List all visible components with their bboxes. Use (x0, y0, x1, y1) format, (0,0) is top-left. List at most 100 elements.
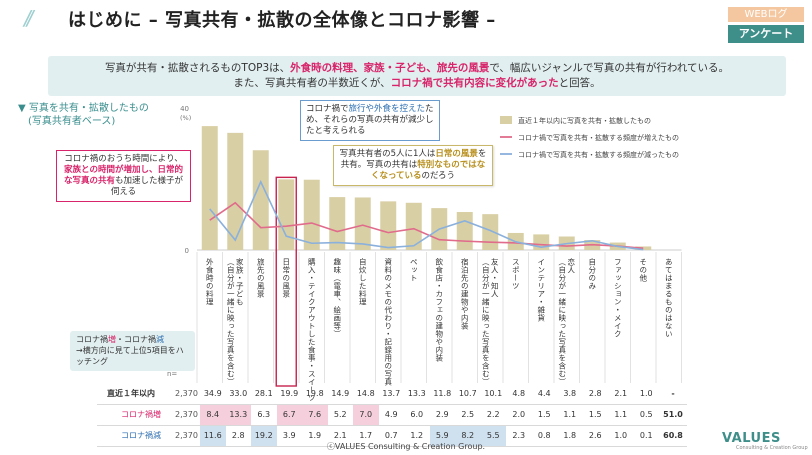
bar (329, 197, 346, 250)
category-label: 家族・子ども (235, 257, 244, 306)
note-highlight: 増 (108, 335, 116, 344)
table-cell: 13.3 (404, 383, 430, 405)
table-cell: 1.1 (557, 404, 583, 426)
table-cell: 4.4 (531, 383, 557, 405)
row-label: コロナ禍増 (97, 404, 173, 426)
table-cell: 6.7 (276, 404, 302, 426)
callout-highlight: 旅行や外食を控えた (348, 104, 426, 114)
chart-section-sub: (写真共有者ベース) (28, 116, 116, 127)
callout-left: コロナ禍のおうち時間により、家族との時間が増加し、日常的な写真の共有も加速した様… (56, 150, 191, 202)
category-label: 自分のみ (588, 257, 597, 290)
row-label: コロナ禍減 (97, 425, 173, 447)
callout-text: ため、それらの写真の共有が減少したと考えられる (306, 104, 434, 136)
category-label: 宿泊先の建物や内装 (460, 257, 469, 331)
table-cell: 5.5 (480, 425, 506, 447)
table-cell: 7.6 (302, 404, 328, 426)
table-cell: 13.3 (225, 404, 251, 426)
table-cell: 14.9 (327, 383, 353, 405)
hatching-note: コロナ禍増・コロナ禍減 →横方向に見て上位5項目をハッチング (70, 331, 195, 371)
bar (380, 201, 397, 250)
callout-text: 写真共有者の5人に1人は (339, 149, 436, 159)
table-cell: 0.5 (633, 404, 659, 426)
row-n: 2,370 (173, 404, 200, 426)
bar (303, 179, 320, 250)
summary-text: で、幅広いジャンルで写真の共有が行われている。 (489, 62, 730, 74)
summary-line-1: 写真が共有・拡散されるものTOP3は、外食時の料理、家族・子ども、旅先の風景で、… (48, 61, 786, 76)
table-cell: 2.0 (506, 404, 532, 426)
table-cell: 0.8 (531, 425, 557, 447)
callout-text: コロナ禍で (306, 104, 349, 114)
legend-label: コロナ禍で写真を共有・拡散する頻度が減ったもの (518, 150, 679, 159)
category-label: 資料のメモの代わり・記録用の写真 (384, 257, 393, 387)
table-cell: 2.6 (582, 425, 608, 447)
table-cell: 6.0 (404, 404, 430, 426)
copyright-footer: ⓒVALUES Consulting & Creation Group. (326, 442, 486, 451)
note-text: →横方向に見て上位5項目をハッチング (76, 346, 184, 366)
bar (252, 150, 269, 250)
table-cell: 10.7 (455, 383, 481, 405)
row-n: 2,370 (173, 383, 200, 405)
table-row: コロナ禍減 2,370 11.6 2.8 19.2 3.9 1.9 2.1 1.7 0.7 1.2 5… (97, 425, 687, 447)
table-cell: 28.1 (251, 383, 277, 405)
bar (278, 179, 295, 250)
bar (482, 214, 499, 250)
table-cell: 19.2 (251, 425, 277, 447)
callout-text: コロナ禍のおうち時間により、 (64, 154, 183, 164)
bar (456, 212, 473, 250)
table-cell: 3.8 (557, 383, 583, 405)
category-label: 日常の風景 (282, 258, 291, 298)
table-cell: 4.9 (378, 404, 404, 426)
table-cell: 2.1 (327, 425, 353, 447)
category-label: 外食時の料理 (205, 257, 214, 306)
table-cell: 1.7 (353, 425, 379, 447)
category-label: 友人・知人 (490, 257, 499, 298)
table-cell: 0.7 (378, 425, 404, 447)
table-cell: 34.9 (200, 383, 226, 405)
summary-highlight: 外食時の料理、家族・子ども、旅先の風景 (290, 62, 490, 74)
callout-highlight: 特別なものではなくなっている (370, 160, 486, 181)
callout-text: のだろう (421, 171, 456, 181)
table-cell: 0.1 (633, 425, 659, 447)
table-cell: 1.5 (582, 404, 608, 426)
table-cell: 1.9 (302, 425, 328, 447)
table-cell: 2.8 (582, 383, 608, 405)
summary-text: と回答。 (558, 77, 601, 89)
table-cell: 11.8 (429, 383, 455, 405)
table-row: コロナ禍増 2,370 8.4 13.3 6.3 6.7 7.6 5.2 7.0 4.9 6.0 2.… (97, 404, 687, 426)
summary-text: また、写真共有者の半数近くが、 (233, 77, 391, 89)
category-label: （自分が一緒に映った写真を含む） (226, 258, 235, 386)
table-cell: 14.8 (353, 383, 379, 405)
logo-text: VALUES (722, 431, 781, 446)
table-cell: 11.6 (200, 425, 226, 447)
category-label: 趣味（電車、絵画等） (333, 257, 342, 338)
category-label: （自分が一緒に映った写真を含む） (558, 258, 567, 386)
row-n: 2,370 (173, 425, 200, 447)
callout-text: を共有。写真の共有は (340, 149, 487, 170)
table-cell: 8.2 (455, 425, 481, 447)
legend-swatch-bars (500, 116, 512, 124)
table-cell: 2.8 (225, 425, 251, 447)
category-label: インテリア・雑貨 (537, 258, 546, 323)
table-cell: 8.4 (200, 404, 226, 426)
table-cell: 19.9 (276, 383, 302, 405)
table-cell: 2.5 (455, 404, 481, 426)
logo-subtext: Consulting & Creation Group (736, 445, 808, 451)
table-cell: 33.0 (225, 383, 251, 405)
note-highlight: 減 (156, 335, 164, 344)
category-label: あてはまるものはない (664, 258, 673, 338)
callout-highlight: 日常の風景 (435, 149, 478, 159)
table-cell: 13.7 (378, 383, 404, 405)
table-cell: 2.2 (480, 404, 506, 426)
category-label: スポーツ (511, 258, 520, 290)
category-label: 購入・テイクアウトした食事・スイーツ (307, 257, 316, 402)
category-label: （自分が一緒に映った写真を含む） (481, 258, 490, 386)
bar (227, 132, 244, 250)
category-label: 自炊した料理 (358, 257, 367, 306)
title-decoration: // (24, 6, 34, 30)
table-cell: 7.0 (353, 404, 379, 426)
y-tick-label: 0 (185, 247, 189, 255)
table-cell: - (659, 383, 687, 405)
table-cell: 19.8 (302, 383, 328, 405)
table-cell: 1.2 (404, 425, 430, 447)
summary-box: 写真が共有・拡散されるものTOP3は、外食時の料理、家族・子ども、旅先の風景で、… (48, 56, 786, 96)
